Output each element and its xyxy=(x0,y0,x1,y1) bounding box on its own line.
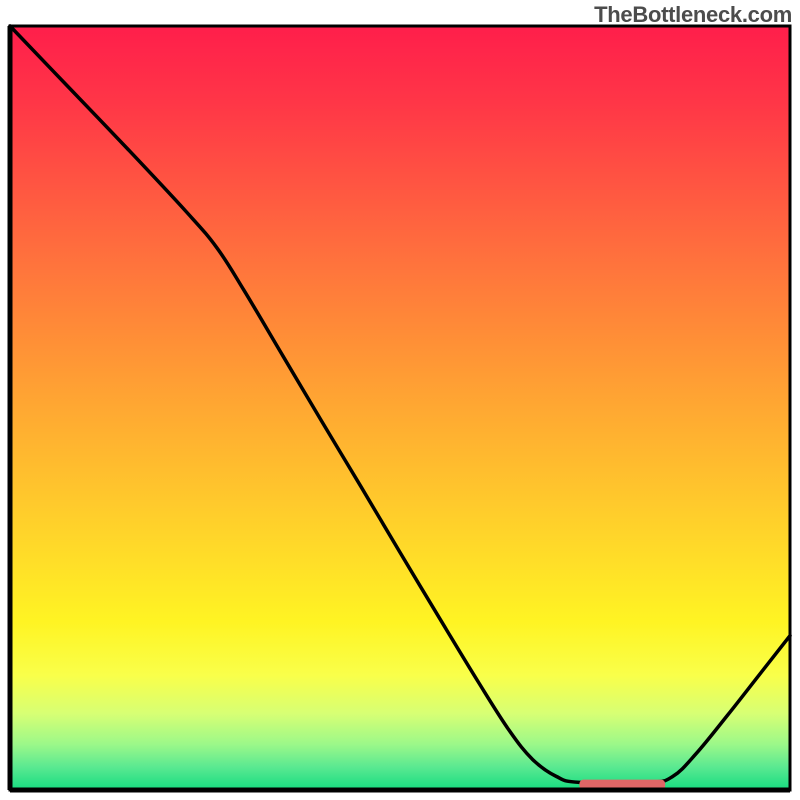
plot-background xyxy=(10,26,790,790)
bottleneck-chart xyxy=(0,0,800,800)
chart-container: TheBottleneck.com xyxy=(0,0,800,800)
watermark-text: TheBottleneck.com xyxy=(594,2,792,28)
